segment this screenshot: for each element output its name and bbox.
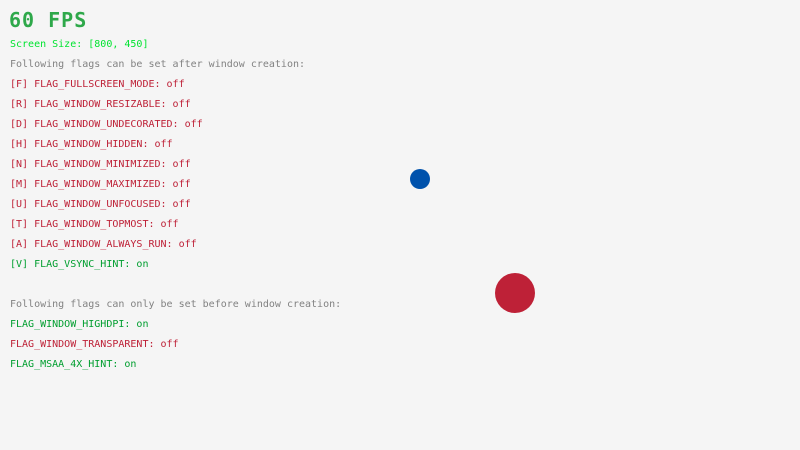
flag-status-text: [A] FLAG_WINDOW_ALWAYS_RUN: off — [10, 239, 197, 250]
flag-status-text: [V] FLAG_VSYNC_HINT: on — [10, 259, 149, 270]
flag-status-text: [F] FLAG_FULLSCREEN_MODE: off — [10, 79, 185, 90]
flag-status-text: FLAG_WINDOW_HIGHDPI: on — [10, 319, 149, 330]
flag-status-text: [M] FLAG_WINDOW_MAXIMIZED: off — [10, 179, 191, 190]
flag-status-text: FLAG_WINDOW_TRANSPARENT: off — [10, 339, 179, 350]
flag-status-text: [N] FLAG_WINDOW_MINIMIZED: off — [10, 159, 191, 170]
flag-status-text: [T] FLAG_WINDOW_TOPMOST: off — [10, 219, 179, 230]
flag-status-text: FLAG_MSAA_4X_HINT: on — [10, 359, 137, 370]
fps-counter: 60 FPS — [9, 8, 88, 32]
flag-status-text: [R] FLAG_WINDOW_RESIZABLE: off — [10, 99, 191, 110]
flag-status-text: [H] FLAG_WINDOW_HIDDEN: off — [10, 139, 173, 150]
screen-size-text: Screen Size: [800, 450] — [10, 39, 149, 50]
before-creation-heading: Following flags can only be set before w… — [10, 299, 342, 310]
after-creation-heading: Following flags can be set after window … — [10, 59, 306, 70]
small-blue-ball — [410, 169, 430, 189]
large-red-ball — [495, 273, 535, 313]
flag-status-text: [U] FLAG_WINDOW_UNFOCUSED: off — [10, 199, 191, 210]
flag-status-text: [D] FLAG_WINDOW_UNDECORATED: off — [10, 119, 203, 130]
